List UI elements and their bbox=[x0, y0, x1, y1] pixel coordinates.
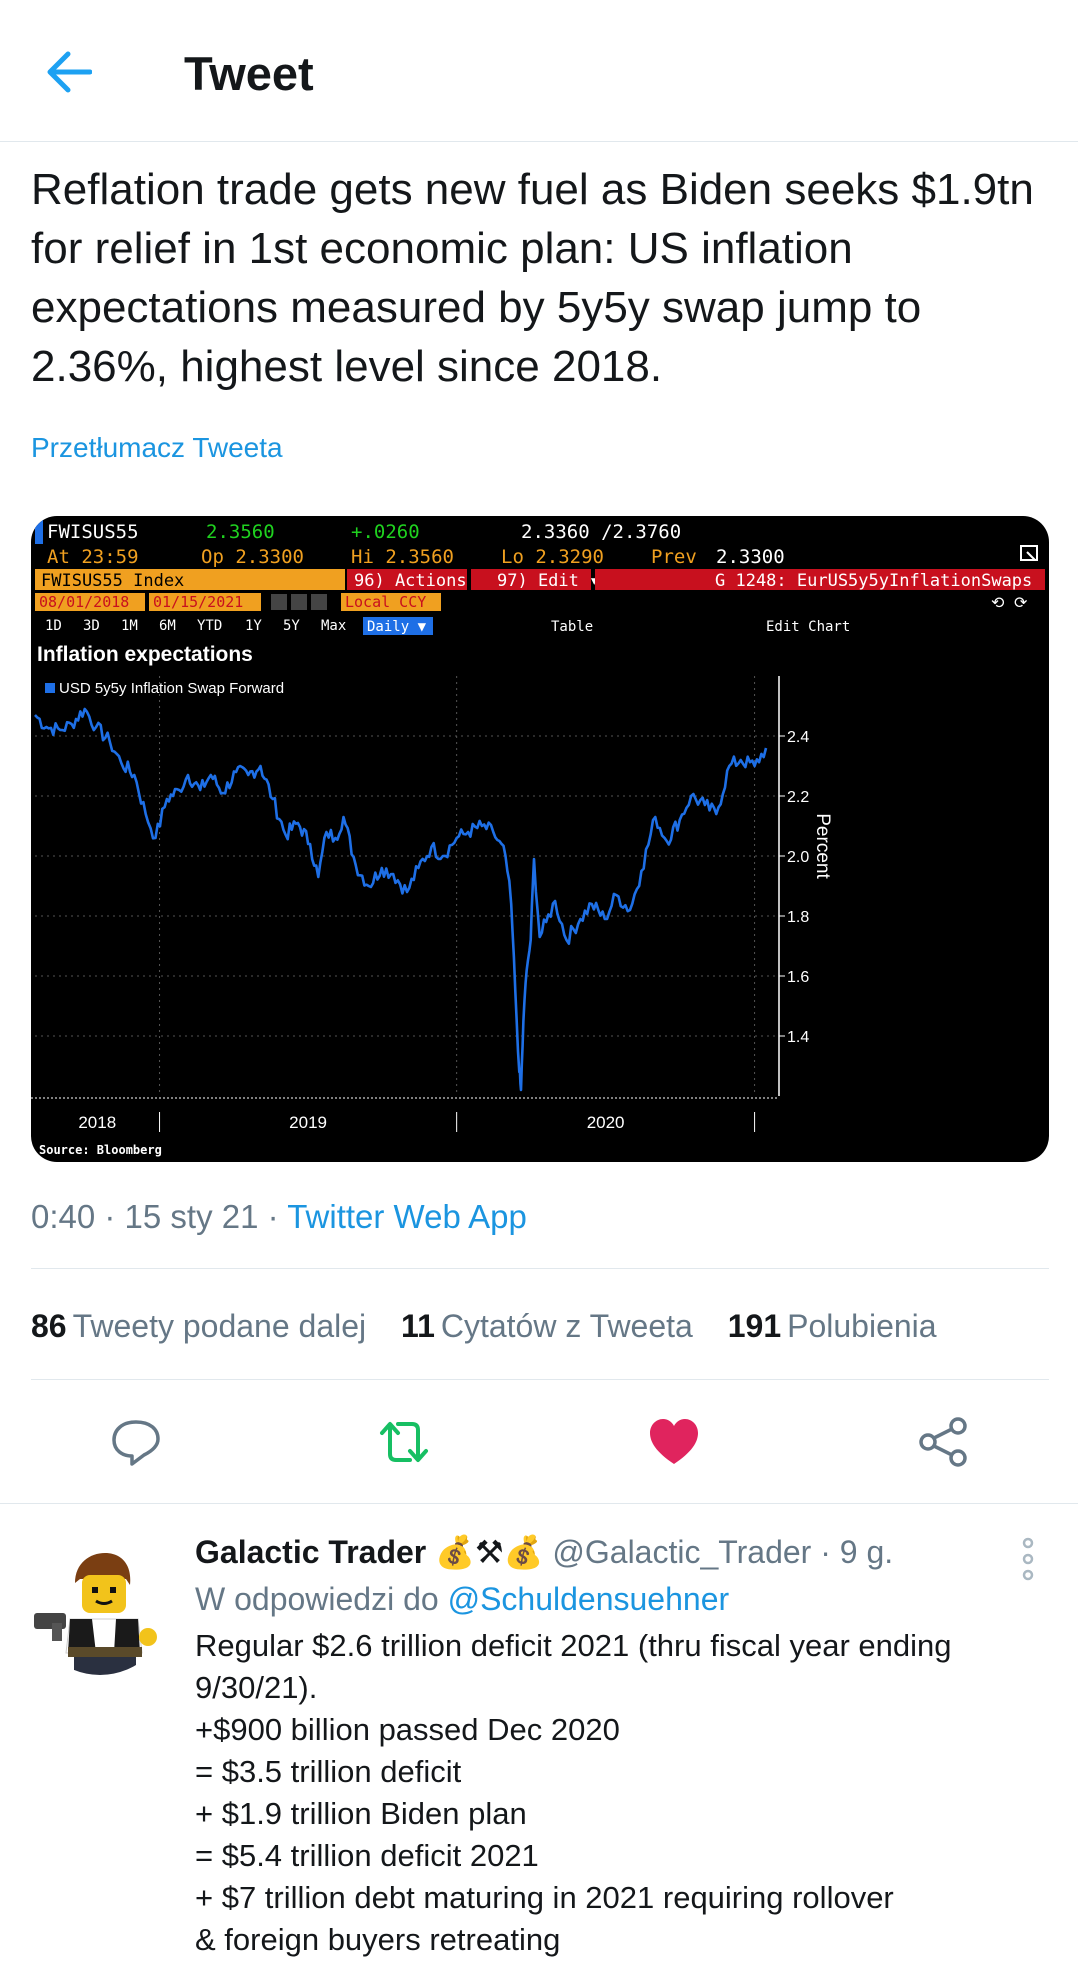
x-tick-label: 2020 bbox=[587, 1113, 625, 1132]
replying-to: W odpowiedzi do @Schuldensuehner bbox=[195, 1581, 729, 1618]
period-tabs: 1D 3D 1M 6M YTD 1Y 5Y Max bbox=[45, 618, 346, 634]
y-tick-label: 2.2 bbox=[787, 789, 809, 806]
y-tick-label: 2.0 bbox=[787, 849, 809, 866]
tweet-timestamp: 0:40 · 15 sty 21 · Twitter Web App bbox=[31, 1198, 527, 1236]
y-axis-title: Percent bbox=[812, 813, 833, 879]
low-price: Lo 2.3290 bbox=[501, 546, 604, 568]
x-tick-label: 2018 bbox=[78, 1113, 116, 1132]
date-to: 01/15/2021 bbox=[153, 593, 243, 611]
bloomberg-chart: FWISUS55 2.3560 +.0260 2.3360 /2.3760 At… bbox=[31, 520, 1045, 1157]
chart-title: Inflation expectations bbox=[37, 643, 253, 666]
more-options-icon[interactable] bbox=[1016, 1535, 1040, 1583]
y-tick-label: 1.8 bbox=[787, 909, 809, 926]
ticker: FWISUS55 bbox=[47, 521, 139, 543]
reply-age: · 9 g. bbox=[811, 1534, 894, 1570]
series-line bbox=[34, 707, 768, 1092]
likes-label: Polubienia bbox=[787, 1308, 937, 1344]
svg-text:⟲ ⟳: ⟲ ⟳ bbox=[991, 593, 1028, 612]
avatar[interactable] bbox=[30, 1535, 170, 1675]
price-change: +.0260 bbox=[351, 521, 420, 543]
reply-header: Galactic Trader 💰⚒💰 @Galactic_Trader · 9… bbox=[195, 1533, 893, 1571]
reply-line: & foreign buyers retreating bbox=[195, 1922, 561, 1957]
prev-price: 2.3300 bbox=[716, 546, 785, 568]
period-5y: 5Y bbox=[283, 618, 300, 634]
reply-line: = $3.5 trillion deficit bbox=[195, 1754, 462, 1789]
last-price: 2.3560 bbox=[206, 521, 275, 543]
reply-line: 9/30/21). bbox=[195, 1670, 318, 1705]
frequency: Daily ▼ bbox=[367, 619, 427, 635]
replying-to-handle[interactable]: @Schuldensuehner bbox=[447, 1581, 730, 1617]
index-label: FWISUS55 Index bbox=[41, 571, 184, 591]
page-id: G 1248: EurUS5y5yInflationSwaps bbox=[715, 571, 1032, 591]
reply-line: +$900 billion passed Dec 2020 bbox=[195, 1712, 620, 1747]
divider bbox=[31, 1379, 1049, 1380]
period-6m: 6M bbox=[159, 618, 176, 634]
retweets-stat[interactable]: 86 Tweety podane dalej bbox=[31, 1308, 366, 1345]
share-icon[interactable] bbox=[916, 1414, 972, 1470]
quotes-count: 11 bbox=[401, 1308, 435, 1344]
reply-line: Regular $2.6 trillion deficit 2021 (thru… bbox=[195, 1628, 952, 1663]
reply-text: Regular $2.6 trillion deficit 2021 (thru… bbox=[195, 1625, 1035, 1961]
timestamp: 0:40 · 15 sty 21 · bbox=[31, 1198, 288, 1235]
source-app-link[interactable]: Twitter Web App bbox=[287, 1198, 527, 1235]
retweets-label: Tweety podane dalej bbox=[72, 1308, 367, 1344]
currency: Local CCY bbox=[345, 593, 426, 611]
tweet-stats: 86 Tweety podane dalej 11 Cytatów z Tweeta… bbox=[31, 1308, 963, 1345]
reply-tweet[interactable]: Galactic Trader 💰⚒💰 @Galactic_Trader · 9… bbox=[0, 1505, 1078, 1986]
expand-icon bbox=[1020, 545, 1038, 561]
edit-chart-button: Edit Chart bbox=[766, 619, 850, 635]
period-ytd: YTD bbox=[197, 618, 222, 634]
author-emoji: 💰⚒💰 bbox=[435, 1534, 544, 1570]
quotes-stat[interactable]: 11 Cytatów z Tweeta bbox=[401, 1308, 693, 1345]
quotes-label: Cytatów z Tweeta bbox=[440, 1308, 693, 1344]
y-tick-label: 2.4 bbox=[787, 729, 809, 746]
edit-menu: 97) Edit ▾ bbox=[497, 571, 599, 591]
table-button: Table bbox=[551, 619, 593, 635]
open-price: Op 2.3300 bbox=[201, 546, 304, 568]
page-title: Tweet bbox=[184, 47, 314, 100]
y-tick-label: 1.6 bbox=[787, 969, 809, 986]
y-tick-label: 1.4 bbox=[787, 1029, 809, 1046]
bid-ask: 2.3360 /2.3760 bbox=[521, 521, 681, 543]
tweet-action-bar bbox=[0, 1380, 1078, 1504]
date-from: 08/01/2018 bbox=[39, 593, 129, 611]
retweets-count: 86 bbox=[31, 1308, 67, 1344]
translate-tweet-link[interactable]: Przetłumacz Tweeta bbox=[31, 432, 283, 463]
period-3d: 3D bbox=[83, 618, 100, 634]
tweet-image-chart[interactable]: FWISUS55 2.3560 +.0260 2.3360 /2.3760 At… bbox=[31, 516, 1049, 1162]
x-tick-label: 2019 bbox=[289, 1113, 327, 1132]
period-max: Max bbox=[321, 618, 346, 634]
period-1y: 1Y bbox=[245, 618, 262, 634]
source-label: Source: Bloomberg bbox=[39, 1143, 162, 1157]
period-1d: 1D bbox=[45, 618, 62, 634]
top-bar: Tweet bbox=[0, 0, 1078, 142]
reply-line: + $7 trillion debt maturing in 2021 requ… bbox=[195, 1880, 894, 1915]
reply-line: = $5.4 trillion deficit 2021 bbox=[195, 1838, 539, 1873]
replying-to-label: W odpowiedzi do bbox=[195, 1581, 448, 1617]
high-price: Hi 2.3560 bbox=[351, 546, 454, 568]
period-1m: 1M bbox=[121, 618, 138, 634]
legend-swatch bbox=[45, 683, 55, 693]
divider bbox=[31, 1268, 1049, 1269]
likes-count: 191 bbox=[727, 1308, 782, 1344]
reply-line: + $1.9 trillion Biden plan bbox=[195, 1796, 527, 1831]
quote-time: At 23:59 bbox=[47, 546, 139, 568]
actions-menu: 96) Actions ▾ bbox=[354, 571, 487, 591]
heart-icon[interactable] bbox=[646, 1414, 702, 1470]
tweet-text: Reflation trade gets new fuel as Biden s… bbox=[31, 165, 1034, 391]
back-arrow-icon[interactable] bbox=[46, 50, 92, 94]
author-handle[interactable]: @Galactic_Trader bbox=[552, 1534, 812, 1570]
retweet-icon[interactable] bbox=[376, 1414, 432, 1470]
prev-label: Prev bbox=[651, 546, 697, 568]
author-name[interactable]: Galactic Trader bbox=[195, 1534, 427, 1570]
legend-label: USD 5y5y Inflation Swap Forward bbox=[59, 680, 284, 697]
likes-stat[interactable]: 191 Polubienia bbox=[728, 1308, 937, 1345]
reply-bubble-icon[interactable] bbox=[108, 1414, 164, 1470]
